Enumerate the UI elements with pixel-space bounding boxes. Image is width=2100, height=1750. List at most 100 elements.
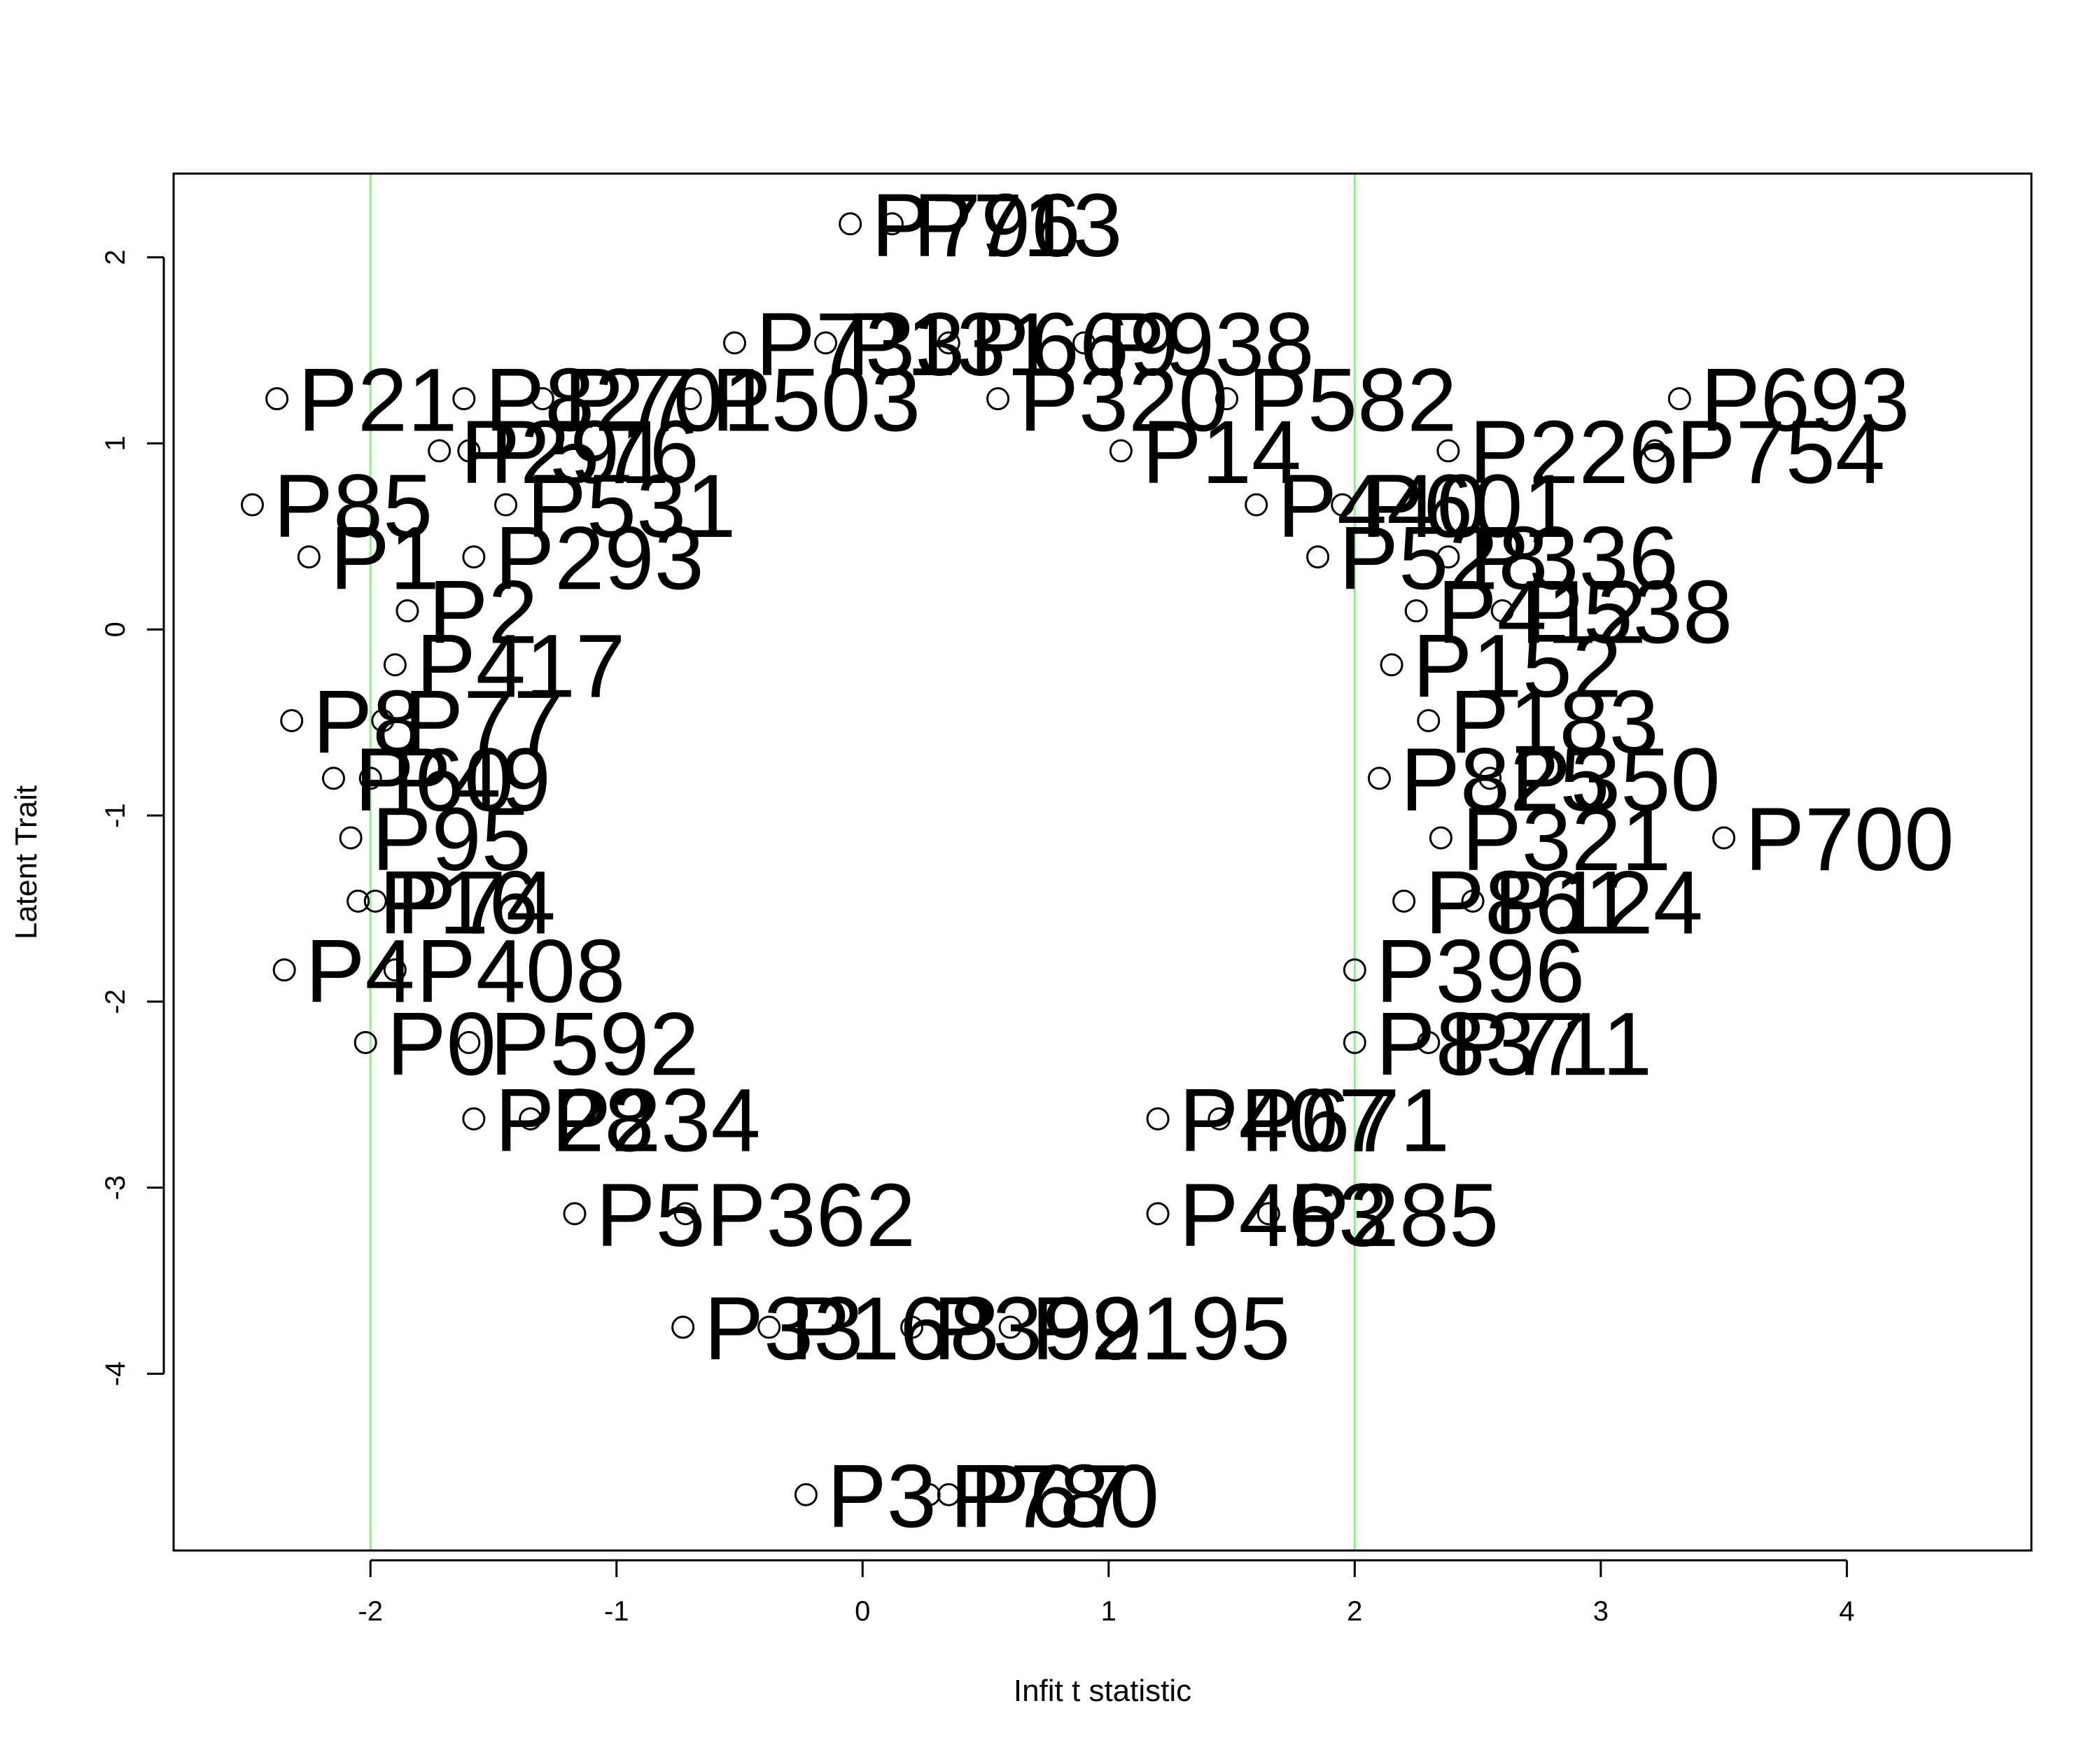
data-point: [354, 1030, 377, 1054]
data-point: [937, 1483, 960, 1506]
data-point: [900, 1315, 924, 1339]
data-point: [1417, 708, 1441, 732]
data-point: [998, 1315, 1022, 1339]
point-label: P417: [416, 617, 625, 717]
x-tick-label: 3: [1593, 1596, 1609, 1627]
data-point: [358, 766, 382, 790]
data-point: [757, 1315, 781, 1339]
point-label: P85: [273, 456, 433, 556]
point-label: P412: [1437, 563, 1646, 663]
point-label: P2: [428, 563, 538, 663]
data-point: [265, 387, 289, 411]
data-point: [272, 958, 296, 982]
point-label: P671: [1240, 1070, 1450, 1170]
data-point: [1380, 653, 1404, 677]
y-tick-label: 2: [100, 249, 131, 265]
data-point: [1417, 1030, 1441, 1054]
point-label: P733: [755, 295, 965, 395]
point-label: P861: [1425, 853, 1634, 953]
data-point: [937, 331, 960, 355]
point-label: P601: [1364, 456, 1573, 556]
data-point: [383, 653, 407, 677]
point-label: P168: [790, 1279, 1000, 1379]
data-point: [1490, 599, 1514, 623]
x-tick-label: 0: [855, 1596, 870, 1627]
point-label: P837: [1376, 994, 1585, 1094]
point-label: P1: [330, 509, 440, 609]
point-label: P21: [298, 351, 458, 451]
x-tick-label: -1: [604, 1596, 629, 1627]
data-point: [1643, 439, 1667, 463]
data-point: [240, 493, 264, 517]
point-label: P503: [711, 351, 920, 451]
point-label: P5: [596, 1166, 706, 1266]
point-label: P321: [1462, 790, 1671, 890]
y-tick-label: -2: [100, 989, 131, 1014]
point-label: P4: [305, 922, 415, 1022]
point-label: P293: [495, 509, 704, 609]
x-tick-label: 2: [1347, 1596, 1362, 1627]
point-label: P780: [950, 1446, 1159, 1546]
data-point: [1215, 387, 1239, 411]
y-tick-label: -4: [100, 1362, 131, 1387]
point-label: P33: [704, 1279, 864, 1379]
data-point: [1109, 439, 1133, 463]
data-point: [1478, 766, 1502, 790]
data-point: [1343, 1030, 1366, 1054]
point-label: P226: [1469, 402, 1679, 503]
data-point: [1461, 889, 1485, 913]
data-point: [371, 708, 395, 732]
point-label: P531: [527, 456, 736, 556]
point-label: P396: [1376, 922, 1585, 1022]
point-label: P669: [969, 295, 1179, 395]
point-label: P538: [1523, 563, 1732, 663]
point-label: P152: [1413, 617, 1622, 717]
data-point: [1429, 826, 1452, 850]
y-tick-label: 0: [100, 622, 131, 637]
data-point: [462, 1107, 486, 1130]
point-label: P362: [706, 1166, 916, 1266]
data-point: [1392, 889, 1416, 913]
point-label: P28: [495, 1070, 654, 1170]
data-points: [240, 212, 1736, 1506]
point-label: P3: [827, 1446, 937, 1546]
point-label: P95: [372, 790, 531, 890]
data-point: [1208, 1107, 1231, 1130]
point-label: P74: [396, 853, 556, 953]
data-point: [678, 387, 702, 411]
point-label: P234: [552, 1070, 761, 1170]
point-label: P14: [1142, 402, 1301, 503]
data-point: [452, 387, 476, 411]
point-label: P285: [1289, 1166, 1499, 1266]
point-label: P713: [913, 176, 1122, 276]
data-point: [1436, 439, 1460, 463]
data-point: [1343, 958, 1366, 982]
point-label: P938: [1105, 295, 1315, 395]
point-label: P796: [872, 176, 1081, 276]
data-point: [457, 1030, 481, 1054]
data-point: [363, 889, 387, 913]
data-point: [880, 212, 904, 236]
point-label: P60: [354, 730, 514, 830]
y-axis-title: Latent Trait: [9, 785, 43, 939]
data-point: [1331, 493, 1354, 517]
data-point: [1306, 545, 1330, 569]
data-point: [428, 439, 451, 463]
data-point: [1146, 1202, 1170, 1226]
data-point: [1072, 331, 1096, 355]
point-label: P693: [1700, 351, 1910, 451]
point-label: P827: [485, 351, 694, 451]
point-label: P754: [1676, 402, 1885, 503]
y-tick-label: -1: [100, 803, 131, 828]
data-point: [1367, 766, 1391, 790]
point-label: P16: [379, 853, 539, 953]
data-point: [531, 387, 554, 411]
point-label: P2195: [1031, 1279, 1290, 1379]
point-label: P350: [1511, 730, 1721, 830]
data-point: [519, 1107, 542, 1130]
data-point: [794, 1483, 818, 1506]
data-point: [280, 708, 304, 732]
point-label: P440: [1278, 456, 1487, 556]
